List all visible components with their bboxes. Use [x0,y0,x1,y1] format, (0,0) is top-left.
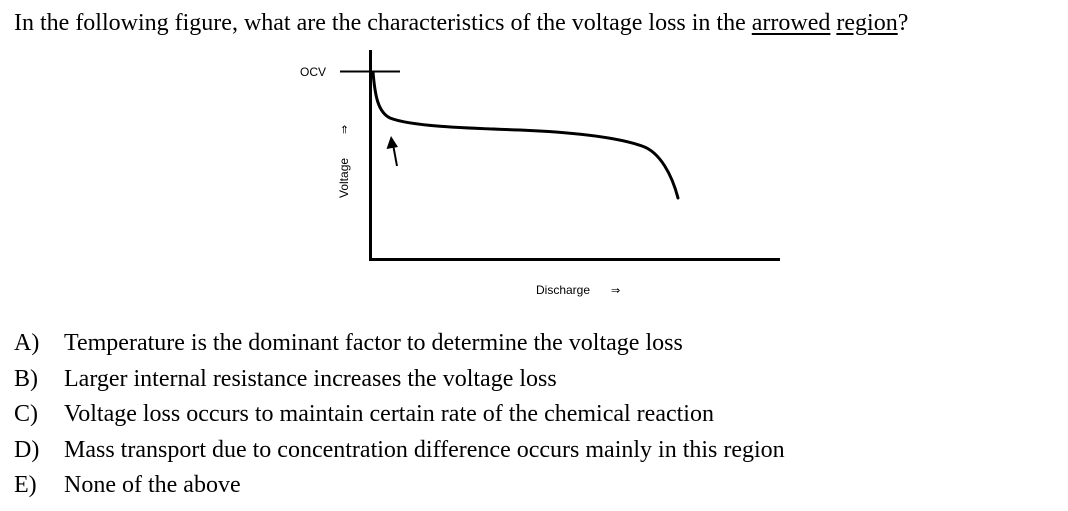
option-e[interactable]: E) None of the above [14,468,785,504]
x-axis-direction-arrow: ⇒ [611,285,620,297]
option-d[interactable]: D) Mass transport due to concentration d… [14,433,785,469]
y-axis-label: Voltage [337,158,351,198]
question-text: In the following figure, what are the ch… [14,8,908,38]
option-letter: D) [14,436,40,463]
option-letter: B) [14,365,38,392]
ocv-label: OCV [300,65,326,79]
y-axis-direction-arrow: ⇒ [339,125,351,134]
option-text: Voltage loss occurs to maintain certain … [64,401,714,427]
option-text: None of the above [64,472,241,498]
question-underlined-word-2: region [836,10,898,36]
option-c[interactable]: C) Voltage loss occurs to maintain certa… [14,397,785,433]
annotation-arrow-icon [386,136,398,167]
question-lead: In the following figure, what are the ch… [14,10,752,36]
option-letter: C) [14,401,38,427]
question-end: ? [897,10,909,36]
answer-options: A) Temperature is the dominant factor to… [14,326,785,504]
option-letter: A) [14,330,40,356]
option-text: Temperature is the dominant factor to de… [64,330,683,356]
option-a[interactable]: A) Temperature is the dominant factor to… [14,326,785,362]
discharge-curve-figure: OCV Voltage ⇒ Discharge ⇒ [300,50,780,297]
option-text: Larger internal resistance increases the… [64,365,557,392]
option-letter: E) [14,472,37,498]
option-b[interactable]: B) Larger internal resistance increases … [14,362,785,398]
y-axis-label-group: Voltage ⇒ [337,125,351,198]
option-text: Mass transport due to concentration diff… [64,436,785,463]
x-axis-label: Discharge [536,283,590,297]
discharge-curve [371,70,680,200]
question-underlined-word-1: arrowed [751,10,831,36]
